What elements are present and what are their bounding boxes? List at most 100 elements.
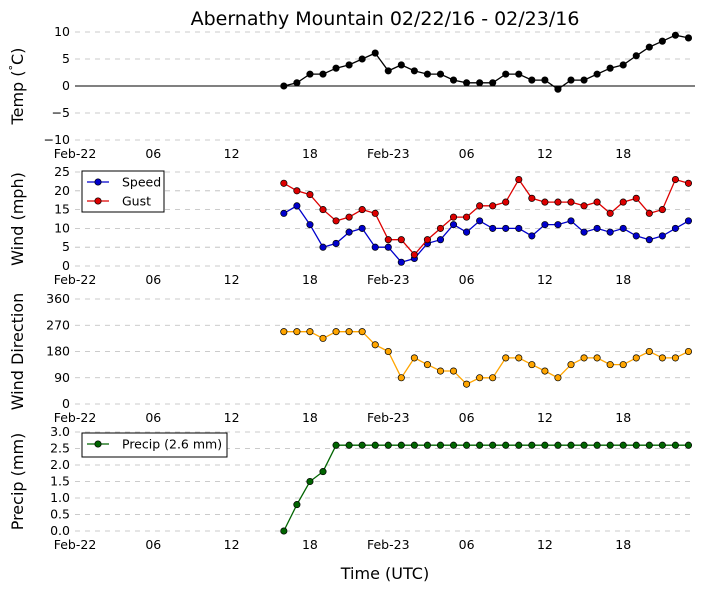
temp-xtick-label: 18 xyxy=(615,146,631,161)
panel-precip: 0.00.5 1.01.5 2.02.5 3.0 Feb-22 06 12 18 Feb-23 0… xyxy=(8,424,695,552)
precip-data-point xyxy=(528,441,536,449)
precip-data-point xyxy=(436,441,445,449)
direction-ytick-label: 90 xyxy=(54,370,70,385)
temp-xtick-label: 12 xyxy=(224,146,240,161)
direction-data-point xyxy=(306,328,314,336)
direction-ytick-label: 360 xyxy=(46,291,70,306)
precip-ytick-label: 3.0 xyxy=(50,424,70,439)
wind-data-point xyxy=(580,202,588,210)
precip-data-point xyxy=(476,441,484,449)
temp-data-point xyxy=(476,79,484,87)
panel-temp: −10 −5 0 5 10 Feb-22 06 12 18 Feb-23 06 12 18 Temp (°… xyxy=(7,24,695,161)
precip-data-point xyxy=(645,441,653,449)
wind-series-line-speed xyxy=(283,204,689,263)
precip-legend-box xyxy=(81,432,228,458)
direction-data-point xyxy=(293,328,301,336)
precip-data-point xyxy=(449,441,458,449)
temp-data-point xyxy=(319,70,327,78)
wind-xtick-label: 18 xyxy=(302,272,318,287)
temp-data-point xyxy=(306,70,314,78)
wind-data-point xyxy=(671,224,679,232)
precip-xtick-label: 12 xyxy=(224,537,240,552)
wind-xtick-label: Feb-23 xyxy=(367,272,410,287)
wind-data-point xyxy=(619,198,627,206)
wind-data-point xyxy=(463,228,471,236)
direction-y-axis-label: Wind Direction xyxy=(8,293,27,411)
direction-data-point xyxy=(619,361,627,369)
wind-data-point xyxy=(528,232,536,240)
direction-data-point xyxy=(554,374,562,382)
temp-data-point xyxy=(567,76,575,84)
temp-data-point xyxy=(645,43,653,51)
wind-data-point xyxy=(397,258,405,266)
wind-data-point xyxy=(463,213,471,221)
direction-data-point xyxy=(358,328,366,336)
wind-data-point xyxy=(332,239,340,247)
temp-data-point xyxy=(463,79,471,87)
temp-xtick-label: 18 xyxy=(302,146,318,161)
temp-data-point xyxy=(541,76,549,84)
wind-data-point xyxy=(671,175,679,184)
direction-xtick-label: Feb-22 xyxy=(54,410,97,425)
temp-xtick-label: 06 xyxy=(459,146,475,161)
chart-title: Abernathy Mountain 02/22/16 - 02/23/16 xyxy=(191,8,580,30)
wind-xtick-label: 12 xyxy=(224,272,240,287)
wind-data-point xyxy=(658,206,666,214)
temp-data-point xyxy=(593,70,601,78)
direction-data-point xyxy=(567,361,575,369)
wind-data-point xyxy=(554,198,562,206)
precip-data-point xyxy=(671,441,679,449)
precip-data-point xyxy=(384,441,392,449)
precip-data-point xyxy=(580,441,588,449)
temp-data-point xyxy=(423,70,431,78)
precip-xtick-label: 06 xyxy=(459,537,475,552)
degree-symbol: ° xyxy=(7,65,20,71)
wind-data-point xyxy=(580,228,588,236)
wind-data-point xyxy=(345,228,353,236)
wind-data-point xyxy=(567,217,575,225)
wind-ytick-label: 15 xyxy=(54,202,70,217)
wind-data-point xyxy=(371,209,379,217)
wind-data-point xyxy=(384,243,392,251)
x-axis-label: Time (UTC) xyxy=(340,564,429,583)
temp-xtick-label: Feb-23 xyxy=(367,146,410,161)
temp-data-point xyxy=(580,76,588,84)
precip-xtick-label: 18 xyxy=(302,537,318,552)
temp-xtick-label: 12 xyxy=(537,146,553,161)
direction-data-point xyxy=(593,354,601,362)
temp-data-point xyxy=(332,64,340,72)
wind-data-point xyxy=(306,191,314,199)
panels-group: −10 −5 0 5 10 Feb-22 06 12 18 Feb-23 06 12 18 Temp (°… xyxy=(7,24,695,552)
wind-xtick-label: Feb-22 xyxy=(54,272,97,287)
direction-data-point xyxy=(397,374,405,382)
wind-xtick-label: 12 xyxy=(537,272,553,287)
precip-data-point xyxy=(319,468,327,476)
direction-data-point xyxy=(606,361,614,369)
direction-data-point xyxy=(658,354,666,362)
temp-data-point xyxy=(554,85,562,93)
wind-data-point xyxy=(541,221,549,229)
precip-legend-marker xyxy=(94,440,102,448)
wind-data-point xyxy=(515,175,523,184)
direction-data-point xyxy=(515,354,523,362)
direction-data-point xyxy=(580,354,588,362)
wind-legend-marker xyxy=(94,197,102,205)
temp-data-point xyxy=(658,37,666,45)
precip-data-point xyxy=(371,441,379,449)
direction-ytick-label: 270 xyxy=(46,317,70,332)
wind-data-point xyxy=(345,213,353,221)
precip-data-point xyxy=(489,441,497,449)
temp-data-point xyxy=(449,76,458,84)
wind-data-point xyxy=(502,198,510,206)
temp-ytick-label: 0 xyxy=(62,78,70,93)
precip-xtick-label: 06 xyxy=(145,537,161,552)
wind-data-point xyxy=(371,243,379,251)
direction-data-point xyxy=(280,328,288,336)
temp-ytick-label: 10 xyxy=(54,24,70,39)
direction-data-point xyxy=(632,354,640,362)
temp-data-point xyxy=(684,34,693,42)
wind-ytick-label: 0 xyxy=(62,258,70,273)
wind-data-point xyxy=(293,187,301,195)
temp-data-point xyxy=(502,70,510,78)
wind-data-point xyxy=(684,217,693,225)
